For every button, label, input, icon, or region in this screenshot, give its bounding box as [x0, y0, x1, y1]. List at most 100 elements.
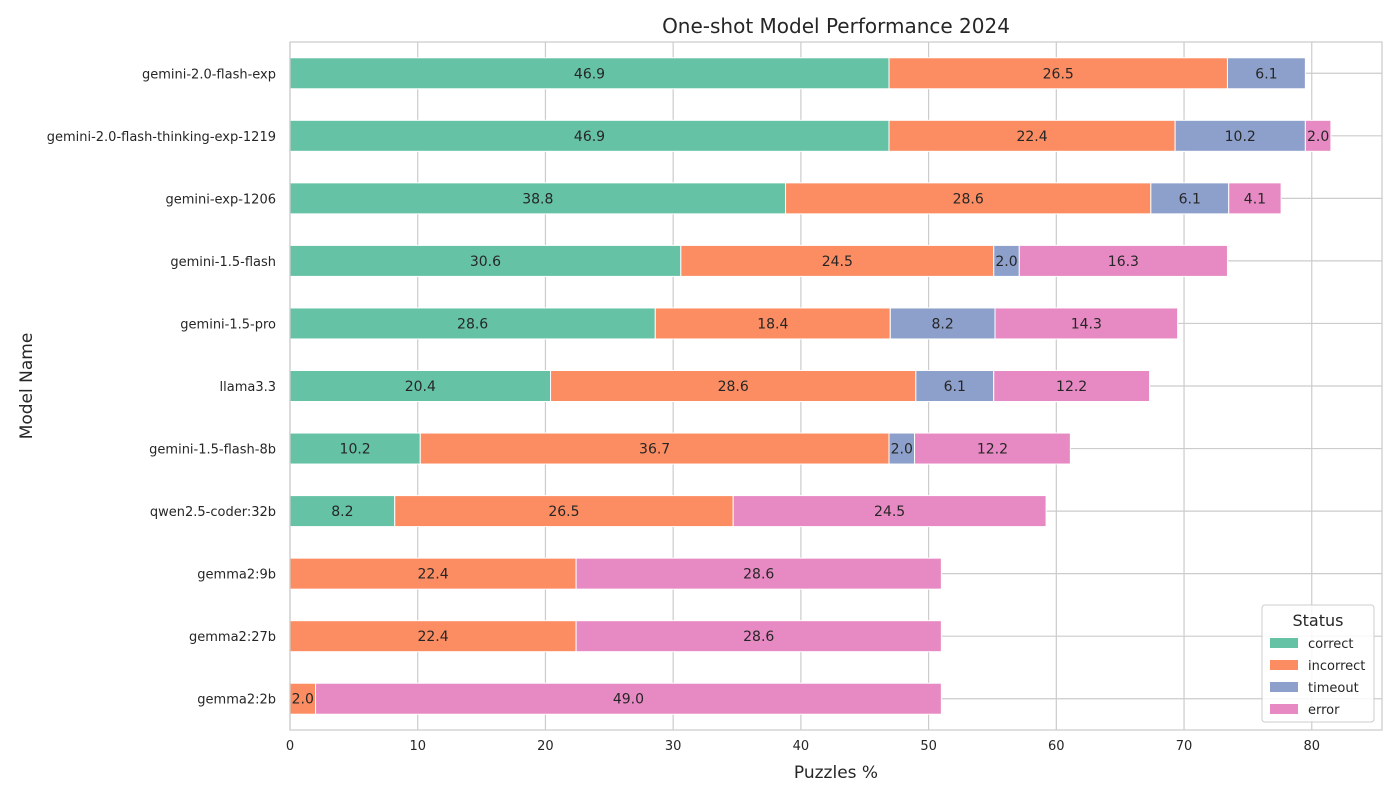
x-tick-label: 40	[793, 739, 810, 754]
y-tick-label: gemini-2.0-flash-exp	[142, 67, 276, 82]
labels-layer: 46.9 26.5 6.1 46.9 22.4 10.2 2.0 38.8 28.6 6.1 4.1…	[292, 66, 1330, 707]
y-tick-label: gemini-2.0-flash-thinking-exp-1219	[47, 130, 276, 145]
plot-frame	[289, 41, 1383, 731]
bar-segment-correct	[289, 370, 552, 402]
bar-value-label: 28.6	[743, 567, 774, 583]
bar-segment-error	[1304, 119, 1332, 152]
bar-value-label: 10.2	[1225, 129, 1256, 145]
x-axis-title: Puzzles %	[794, 763, 878, 783]
bar-value-label: 2.0	[995, 254, 1017, 270]
bar-segment-correct	[289, 307, 656, 340]
bar-value-label: 16.3	[1108, 254, 1139, 270]
bar-segment-incorrect	[419, 432, 890, 465]
legend-title: Status	[1293, 611, 1344, 630]
bar-segment-error	[575, 557, 942, 590]
y-tick-label: gemini-1.5-flash-8b	[149, 443, 276, 458]
bar-value-label: 6.1	[1179, 191, 1201, 207]
bars-layer	[289, 57, 1332, 715]
bar-value-label: 38.8	[522, 191, 553, 207]
x-tick-label: 10	[409, 739, 426, 754]
bar-value-label: 6.1	[944, 379, 966, 395]
legend-swatch-timeout	[1270, 682, 1298, 692]
y-tick-label: qwen2.5-coder:32b	[150, 505, 276, 520]
bar-segment-correct	[289, 244, 682, 277]
bar-segment-error	[914, 432, 1071, 465]
y-tick-label: gemini-exp-1206	[165, 192, 276, 207]
legend-swatch-correct	[1270, 638, 1298, 648]
bar-value-label: 22.4	[1016, 129, 1047, 145]
x-tick-label: 80	[1303, 739, 1320, 754]
bar-segment-incorrect	[785, 182, 1152, 215]
bar-value-label: 12.2	[1056, 379, 1087, 395]
bar-value-label: 2.0	[891, 442, 913, 458]
bar-value-label: 2.0	[292, 692, 314, 708]
y-tick-label: gemini-1.5-flash	[170, 255, 276, 270]
bar-segment-error	[994, 307, 1179, 340]
bar-segment-incorrect	[888, 57, 1228, 90]
bar-segment-timeout	[889, 307, 996, 340]
bar-segment-error	[575, 620, 942, 653]
bar-value-label: 24.5	[874, 504, 905, 520]
legend-items: correct incorrect timeout error	[1270, 637, 1365, 718]
bar-value-label: 8.2	[331, 504, 353, 520]
bar-segment-incorrect	[654, 307, 891, 340]
y-tick-label: gemini-1.5-pro	[180, 317, 276, 332]
x-tick-label: 60	[1048, 739, 1065, 754]
bar-value-label: 4.1	[1244, 191, 1266, 207]
bar-value-label: 20.4	[405, 379, 436, 395]
bar-segment-error	[315, 682, 942, 715]
bar-value-label: 26.5	[548, 504, 579, 520]
x-tick-label: 50	[920, 739, 937, 754]
bar-value-label: 30.6	[470, 254, 501, 270]
y-tick-label: gemma2:27b	[189, 630, 276, 645]
bar-segment-timeout	[915, 370, 995, 402]
bar-value-label: 18.4	[757, 316, 788, 332]
bar-segment-correct	[289, 182, 787, 215]
bar-value-label: 28.6	[457, 316, 488, 332]
bar-segment-timeout	[1174, 119, 1306, 152]
bar-segment-incorrect	[680, 244, 995, 277]
bar-segment-incorrect	[394, 495, 734, 528]
legend-label-correct: correct	[1308, 637, 1354, 652]
bar-segment-error	[993, 370, 1151, 402]
bar-segment-error	[1228, 182, 1282, 215]
y-tick-label: gemma2:9b	[197, 568, 276, 583]
bar-segment-timeout	[1226, 57, 1306, 90]
legend-box	[1261, 604, 1375, 723]
bar-value-label: 46.9	[574, 66, 605, 82]
x-tick-label: 20	[537, 739, 554, 754]
legend-swatch-error	[1270, 704, 1298, 714]
bar-segment-timeout	[993, 244, 1020, 277]
bar-value-label: 28.6	[718, 379, 749, 395]
legend-label-timeout: timeout	[1308, 681, 1359, 696]
bar-value-label: 46.9	[574, 129, 605, 145]
bar-value-label: 28.6	[743, 629, 774, 645]
bar-segment-timeout	[1150, 182, 1230, 215]
bar-segment-timeout	[888, 432, 916, 465]
bar-value-label: 26.5	[1043, 66, 1074, 82]
bar-segment-error	[732, 495, 1047, 528]
legend: Status correct incorrect timeout error	[1261, 604, 1375, 723]
bar-segment-incorrect	[550, 370, 917, 402]
legend-label-incorrect: incorrect	[1308, 659, 1365, 674]
legend-label-error: error	[1308, 703, 1340, 718]
bar-value-label: 2.0	[1307, 129, 1329, 145]
bar-value-label: 12.2	[977, 442, 1008, 458]
bar-segment-incorrect	[289, 620, 577, 653]
bar-value-label: 36.7	[639, 442, 670, 458]
bar-value-label: 10.2	[340, 442, 371, 458]
bar-value-label: 22.4	[417, 567, 448, 583]
bar-value-label: 6.1	[1255, 66, 1277, 82]
bar-value-label: 14.3	[1071, 316, 1102, 332]
legend-swatch-incorrect	[1270, 660, 1298, 670]
bar-segment-error	[1018, 244, 1228, 277]
x-tick-labels: 0 10 20 30 40 50 60 70 80	[286, 739, 1320, 754]
bar-value-label: 49.0	[613, 692, 644, 708]
y-tick-labels: gemini-2.0-flash-exp gemini-2.0-flash-thi…	[47, 67, 276, 707]
bar-value-label: 22.4	[417, 629, 448, 645]
x-tick-label: 0	[286, 739, 294, 754]
x-tick-label: 30	[665, 739, 682, 754]
bar-value-label: 28.6	[953, 191, 984, 207]
